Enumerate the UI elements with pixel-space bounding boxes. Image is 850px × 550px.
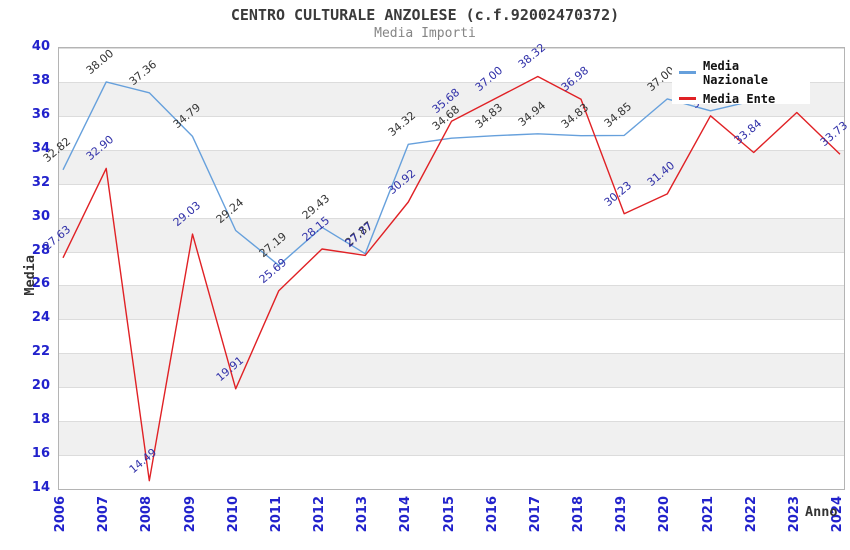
y-tick-label: 24 [31,310,50,326]
x-tick-label: 2013 [355,496,371,533]
x-tick-label: 2022 [743,496,759,533]
gridline [59,319,844,321]
gridline [59,455,844,457]
chart-subtitle: Media Importi [374,26,476,41]
background-band [59,421,844,456]
y-tick-label: 28 [31,242,50,258]
gridline [59,81,844,83]
y-tick-label: 38 [31,72,50,88]
x-tick-label: 2020 [657,496,673,533]
y-tick-label: 32 [31,174,50,190]
y-tick-label: 20 [31,378,50,394]
background-band [59,285,844,320]
x-tick-label: 2007 [96,496,112,533]
x-tick-label: 2014 [398,496,414,533]
legend-item-ente: Media Ente [672,92,810,106]
legend-label-nazionale: Media Nazionale [703,58,769,87]
y-tick-label: 16 [31,446,50,462]
chart-title: CENTRO CULTURALE ANZOLESE (c.f.920024703… [230,6,620,24]
gridline [59,217,844,219]
y-tick-label: 22 [31,344,50,360]
y-tick-label: 40 [31,39,50,54]
background-band [59,353,844,388]
x-tick-label: 2008 [139,496,155,533]
plot-area [58,47,845,490]
x-tick-label: 2006 [53,496,68,533]
legend: Media Nazionale Media Ente [672,59,810,106]
gridline [59,48,844,49]
x-axis-label: Anno [805,504,838,520]
x-tick-label: 2011 [268,496,284,533]
gridline [59,149,844,151]
gridline [59,251,844,253]
y-tick-label: 36 [31,106,50,122]
x-tick-label: 2018 [571,496,586,533]
x-tick-label: 2015 [441,496,457,533]
gridline [59,353,844,355]
x-tick-label: 2009 [182,496,198,533]
legend-item-nazionale: Media Nazionale [672,59,810,87]
x-tick-label: 2012 [312,496,327,533]
y-tick-label: 30 [31,208,50,224]
series-line-ente [62,75,841,482]
y-axis-label: Media [22,255,38,296]
y-tick-label: 14 [31,480,50,495]
gridline [59,115,844,117]
gridline [59,387,844,389]
x-tick-label: 2023 [786,496,802,533]
gridline [59,285,844,287]
nazionale-line-swatch [679,71,696,74]
gridline [59,421,844,423]
x-tick-label: 2010 [225,496,241,533]
x-tick-label: 2019 [614,496,630,533]
x-tick-label: 2016 [484,496,500,533]
gridline [59,183,844,185]
ente-line-swatch [679,97,696,100]
y-tick-label: 34 [31,140,50,156]
y-tick-label: 18 [31,412,50,428]
y-tick-label: 26 [31,276,50,292]
legend-label-ente: Media Ente [703,91,776,106]
background-band [59,149,844,184]
x-tick-label: 2017 [527,496,543,533]
series-line-nazionale [62,81,754,267]
x-tick-label: 2021 [700,496,716,533]
